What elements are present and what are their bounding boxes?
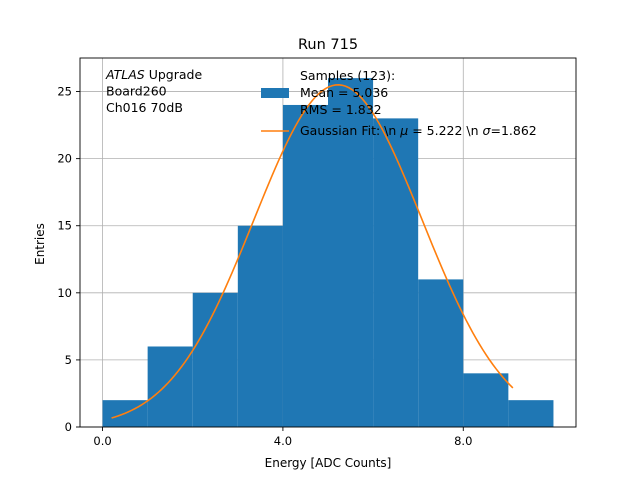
atlas-annotation: ATLAS Upgrade Board260 Ch016 70dB: [105, 67, 202, 115]
y-tick-label: 20: [57, 152, 72, 166]
annotation-line: ATLAS Upgrade: [105, 67, 202, 82]
y-tick-label: 25: [57, 85, 72, 99]
y-axis-label: Entries: [33, 223, 47, 265]
histogram-bar: [328, 78, 374, 428]
histogram-bar: [147, 346, 193, 427]
legend-hist-label: RMS = 1.832: [300, 102, 382, 117]
legend-hist-swatch: [261, 88, 289, 98]
histogram-bars: [102, 78, 554, 428]
x-tick-label: 4.0: [274, 434, 292, 448]
histogram-bar: [192, 292, 238, 427]
histogram-bar: [418, 279, 464, 427]
y-tick-label: 10: [57, 286, 72, 300]
annotation-line: Board260: [106, 84, 167, 99]
legend: Samples (123): Mean = 5.036 RMS = 1.832 G…: [261, 68, 537, 138]
gaussian-fit-curve: [111, 84, 514, 419]
legend-fit-label: Gaussian Fit: \n μ = 5.222 \n σ=1.862: [300, 123, 537, 138]
y-tick-label: 0: [65, 420, 72, 434]
x-axis-label: Energy [ADC Counts]: [265, 456, 392, 470]
x-tick-label: 8.0: [454, 434, 472, 448]
legend-hist-label: Samples (123):: [300, 68, 395, 83]
histogram-bar: [373, 118, 419, 427]
histogram-bar: [282, 104, 328, 428]
y-tick-label: 15: [57, 219, 72, 233]
y-tick-label: 5: [65, 353, 72, 367]
annotation-line: Ch016 70dB: [106, 100, 183, 115]
legend-hist-label: Mean = 5.036: [300, 85, 388, 100]
axes: 0.0 4.0 8.0 0 5 10 15 20 25: [57, 57, 577, 448]
histogram-bar: [508, 400, 554, 427]
x-tick-label: 0.0: [93, 434, 111, 448]
histogram-bar: [237, 225, 283, 427]
plot-frame: [79, 57, 577, 428]
fit-curve-layer: [111, 84, 514, 419]
histogram-bar: [463, 373, 509, 427]
chart-title: Run 715: [298, 37, 358, 53]
